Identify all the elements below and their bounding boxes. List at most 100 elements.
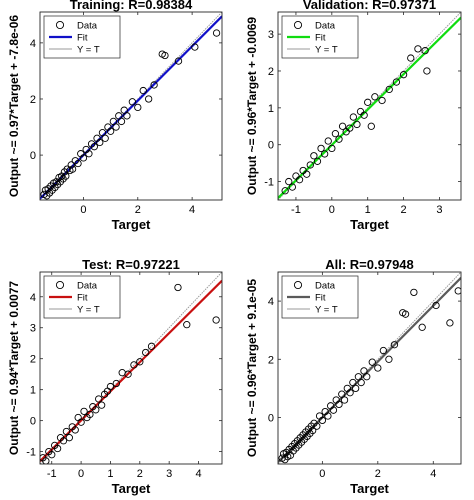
test-data-point (77, 418, 85, 426)
validation-data-point (367, 122, 375, 130)
training-legend-label: Y = T (77, 45, 100, 56)
training-data-point (96, 138, 104, 147)
training-ytick-label: 2 (30, 94, 36, 106)
validation-data-point (320, 150, 329, 158)
validation-data-point (317, 144, 325, 153)
validation-data-point (407, 54, 415, 62)
test-axes-box (39, 271, 223, 465)
all-data-point (335, 400, 343, 409)
test-data-point (106, 382, 115, 391)
test-data-point (130, 361, 138, 369)
validation-xtick-label: 1 (365, 204, 371, 216)
validation-xtick-label: 2 (401, 204, 407, 216)
test-data-point (95, 395, 103, 403)
test-legend-label: Fit (77, 293, 88, 304)
validation-data-point (364, 98, 372, 106)
validation-data-point (281, 187, 289, 195)
validation-data-point (328, 144, 336, 153)
training-data-point (112, 123, 120, 131)
test-data-point (59, 437, 68, 445)
test-ytick-label: 4 (30, 292, 36, 304)
all-xtick-label: 2 (375, 468, 381, 480)
test-xtick-label: 0 (78, 468, 84, 480)
all-data-point (368, 358, 376, 366)
training-xtick-label: 2 (135, 204, 141, 216)
validation-panel: -1 0 1 2 3 -1 0 1 2 3 Validation: R=0.97371 Target O… (245, 0, 462, 232)
training-data-point (68, 165, 77, 173)
all-data-point (432, 301, 440, 310)
validation-ytick-label: 2 (268, 66, 274, 78)
validation-data-point (295, 176, 304, 184)
test-data-point (142, 348, 150, 357)
test-data-point (65, 434, 74, 442)
all-data-point (338, 390, 346, 398)
validation-ytick-label: 1 (268, 103, 274, 115)
all-xtick-label: 4 (430, 468, 436, 480)
all-data-point (313, 422, 321, 430)
training-plot-content (40, 12, 222, 200)
training-data-point (134, 103, 142, 112)
validation-data-point (331, 129, 340, 138)
test-title: Test: R=0.97221 (82, 257, 180, 272)
test-data-point (48, 451, 56, 459)
validation-data-point (306, 161, 314, 169)
test-xtick-label: 4 (195, 468, 201, 480)
validation-data-point (310, 152, 318, 160)
all-data-point (349, 378, 357, 387)
all-data-point (363, 373, 371, 381)
validation-ytick-label: 0 (268, 140, 274, 152)
validation-data-point (346, 124, 354, 132)
all-legend-label: Data (315, 281, 336, 292)
all-title: All: R=0.97948 (325, 257, 414, 272)
test-legend-label: Y = T (77, 305, 100, 316)
training-legend-data-marker (55, 20, 65, 30)
test-data-point (62, 427, 71, 436)
training-data-point (85, 150, 93, 158)
validation-data-point (399, 71, 408, 79)
all-data-point (309, 426, 317, 435)
validation-data-point (423, 67, 431, 75)
all-xtick-label: 0 (319, 468, 325, 480)
validation-xlabel: Target (350, 217, 389, 232)
all-data-point (390, 341, 399, 349)
validation-data-point (324, 137, 332, 145)
validation-data-point (353, 120, 361, 129)
test-fit-line (40, 279, 222, 462)
all-data-point (357, 378, 365, 387)
test-data-point (174, 283, 182, 292)
test-data-point (124, 370, 132, 378)
training-data-point (161, 51, 169, 60)
training-xtick-label: 0 (80, 204, 86, 216)
training-data-point (117, 117, 126, 126)
all-ytick-label: 4 (268, 296, 274, 308)
test-data-point (42, 457, 50, 464)
training-data-point (79, 154, 88, 162)
all-identity-line (278, 272, 461, 464)
validation-data-point (392, 78, 401, 86)
validation-ytick-label: -1 (264, 177, 274, 189)
validation-data-point (335, 135, 343, 143)
test-plot-content (40, 272, 222, 464)
validation-ylabel: Output ~= 0.96*Target + -0.0069 (245, 17, 259, 196)
validation-axes-box (277, 11, 462, 201)
training-data-point (191, 43, 199, 51)
all-legend-label: Y = T (315, 305, 338, 316)
validation-data-point (285, 177, 293, 186)
all-data-point (318, 416, 327, 425)
test-data-point (97, 401, 106, 409)
validation-data-point (414, 45, 422, 53)
test-xtick-label: 3 (166, 468, 172, 480)
all-data-point (329, 406, 338, 414)
all-legend-label: Fit (315, 293, 326, 304)
training-title: Training: R=0.98384 (70, 0, 193, 12)
training-data-point (174, 57, 183, 65)
test-ytick-label: 3 (30, 323, 36, 335)
all-ylabel: Output ~= 0.96*Target + 9.1e-05 (245, 279, 259, 458)
all-data-point (446, 319, 454, 327)
validation-legend-data-marker (293, 20, 303, 30)
all-data-point (454, 287, 461, 295)
all-ytick-label: 2 (268, 354, 274, 366)
